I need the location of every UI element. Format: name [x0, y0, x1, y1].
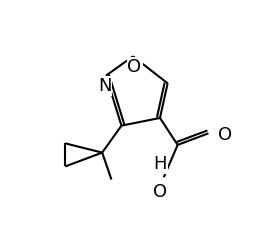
Text: H: H	[153, 155, 167, 173]
Text: O: O	[219, 126, 233, 144]
Text: N: N	[98, 77, 111, 95]
Text: O: O	[127, 58, 142, 76]
Text: O: O	[153, 183, 167, 201]
